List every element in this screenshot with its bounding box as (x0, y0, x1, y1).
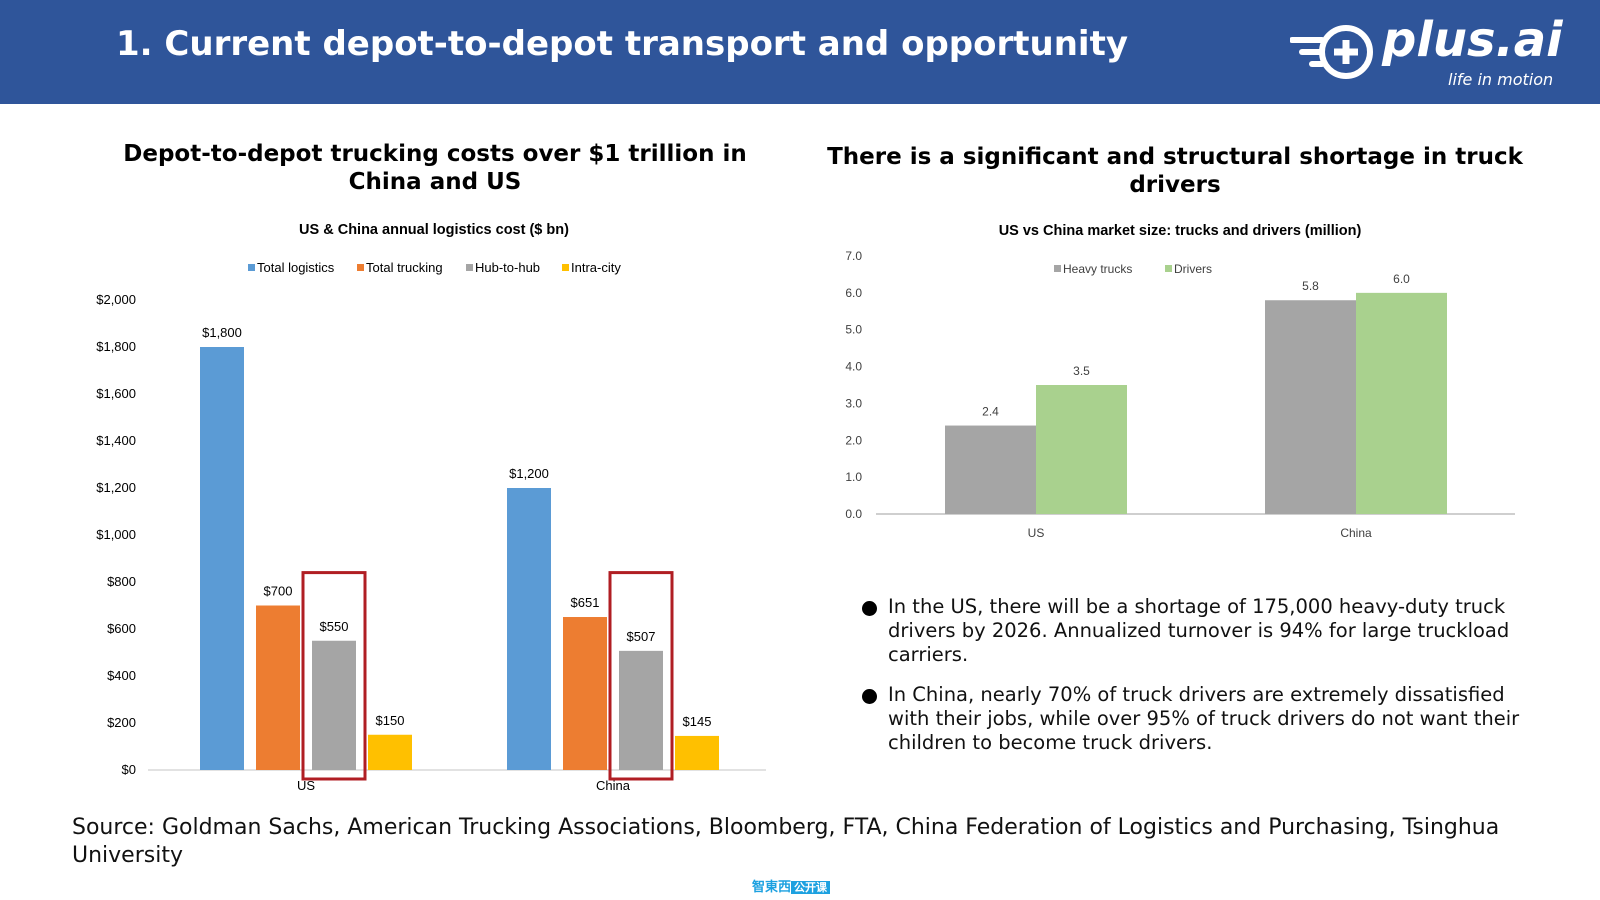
chart1-legend-label-hub-to-hub: Hub-to-hub (475, 260, 540, 275)
chart1-legend-label-intra-city: Intra-city (571, 260, 621, 275)
page-title: 1. Current depot-to-depot transport and … (116, 24, 1128, 64)
chart2-category-label-china: China (1340, 526, 1372, 540)
chart1-data-label-us-intra-city: $150 (376, 713, 405, 728)
chart1-category-label-china: China (596, 778, 631, 793)
watermark: 智東西 公开课 (752, 876, 831, 895)
logo-text: plus.ai (1382, 12, 1563, 68)
chart1-y-tick-label: $1,800 (96, 339, 136, 354)
chart1-y-tick-label: $200 (107, 715, 136, 730)
right-section-heading: There is a significant and structural sh… (827, 144, 1523, 198)
chart1-bar-china-total-logistics (507, 488, 551, 770)
chart2-bar-us-heavy-trucks (945, 425, 1036, 514)
chart2-data-label-us-drivers: 3.5 (1073, 364, 1090, 378)
chart1-y-tick-label: $1,600 (96, 386, 136, 401)
bullet-china-dissatisfaction: In China, nearly 70% of truck drivers ar… (862, 683, 1522, 755)
watermark-badge: 公开课 (791, 881, 831, 894)
chart2-y-tick-label: 3.0 (845, 396, 862, 410)
logo-tagline: life in motion (1448, 70, 1554, 89)
chart2-category-label-us: US (1028, 526, 1045, 540)
chart1-y-tick-label: $1,200 (96, 480, 136, 495)
chart1-legend-label-total-logistics: Total logistics (257, 260, 335, 275)
chart2-bar-china-heavy-trucks (1265, 300, 1356, 514)
chart1-bar-china-total-trucking (563, 617, 607, 770)
chart1-bar-us-hub-to-hub (312, 640, 356, 770)
chart1-y-tick-label: $0 (122, 762, 136, 777)
chart2-y-tick-label: 0.0 (845, 507, 862, 521)
logo-mark-icon (1290, 25, 1373, 79)
chart1-legend-swatch-total-trucking (357, 264, 364, 271)
chart1-data-label-us-hub-to-hub: $550 (320, 619, 349, 634)
chart2-data-label-us-heavy-trucks: 2.4 (982, 405, 999, 419)
chart1-y-tick-label: $800 (107, 574, 136, 589)
chart1-title: US & China annual logistics cost ($ bn) (299, 222, 569, 238)
chart2-y-tick-label: 4.0 (845, 360, 862, 374)
chart1-y-tick-label: $400 (107, 668, 136, 683)
chart1-data-label-us-total-trucking: $700 (264, 584, 293, 599)
chart1-legend-swatch-total-logistics (248, 264, 255, 271)
chart1-bar-china-hub-to-hub (619, 650, 663, 770)
chart1-y-tick-label: $600 (107, 621, 136, 636)
chart1-highlight-box-china (608, 571, 674, 781)
header-bar: 1. Current depot-to-depot transport and … (0, 0, 1600, 104)
chart2-legend-label-heavy-trucks: Heavy trucks (1063, 262, 1132, 276)
chart2-y-tick-label: 1.0 (845, 470, 862, 484)
chart1-legend-swatch-intra-city (562, 264, 569, 271)
chart1-data-label-china-total-trucking: $651 (571, 595, 600, 610)
chart2-y-tick-label: 7.0 (845, 249, 862, 263)
chart1-data-label-us-total-logistics: $1,800 (202, 325, 242, 340)
source-note: Source: Goldman Sachs, American Trucking… (72, 815, 1500, 868)
chart2-bar-china-drivers (1356, 292, 1447, 514)
chart1-y-tick-label: $1,400 (96, 433, 136, 448)
left-section-heading: Depot-to-depot trucking costs over $1 tr… (123, 141, 747, 195)
chart2-y-tick-label: 5.0 (845, 323, 862, 337)
chart2-title: US vs China market size: trucks and driv… (999, 223, 1362, 239)
chart1-bar-us-total-trucking (256, 605, 300, 770)
chart1-legend-swatch-hub-to-hub (466, 264, 473, 271)
chart1-y-tick-label: $2,000 (96, 292, 136, 307)
watermark-brand: 智東西 (752, 880, 792, 895)
chart1-category-label-us: US (297, 778, 315, 793)
bullet-list: In the US, there will be a shortage of 1… (862, 595, 1522, 771)
chart1-data-label-china-total-logistics: $1,200 (509, 466, 549, 481)
chart2-data-label-china-heavy-trucks: 5.8 (1302, 279, 1319, 293)
chart2-y-tick-label: 2.0 (845, 433, 862, 447)
chart1-data-label-china-intra-city: $145 (683, 714, 712, 729)
chart2-legend-label-drivers: Drivers (1174, 262, 1212, 276)
chart1-legend-label-total-trucking: Total trucking (366, 260, 443, 275)
chart1-y-tick-label: $1,000 (96, 527, 136, 542)
chart1-bar-china-intra-city (675, 735, 719, 770)
bullet-us-shortage: In the US, there will be a shortage of 1… (862, 595, 1522, 667)
chart2-y-tick-label: 6.0 (845, 286, 862, 300)
chart1-highlight-box-us (301, 571, 367, 781)
chart2-legend-swatch-heavy-trucks (1054, 265, 1061, 272)
chart1-bar-us-intra-city (368, 734, 412, 770)
chart2-bar-us-drivers (1036, 385, 1127, 514)
chart2-legend-swatch-drivers (1165, 265, 1172, 272)
chart1-data-label-china-hub-to-hub: $507 (627, 629, 656, 644)
plus-ai-logo: plus.ai life in motion (1290, 12, 1590, 96)
chart1-bar-us-total-logistics (200, 347, 244, 770)
chart2-data-label-china-drivers: 6.0 (1393, 272, 1410, 286)
